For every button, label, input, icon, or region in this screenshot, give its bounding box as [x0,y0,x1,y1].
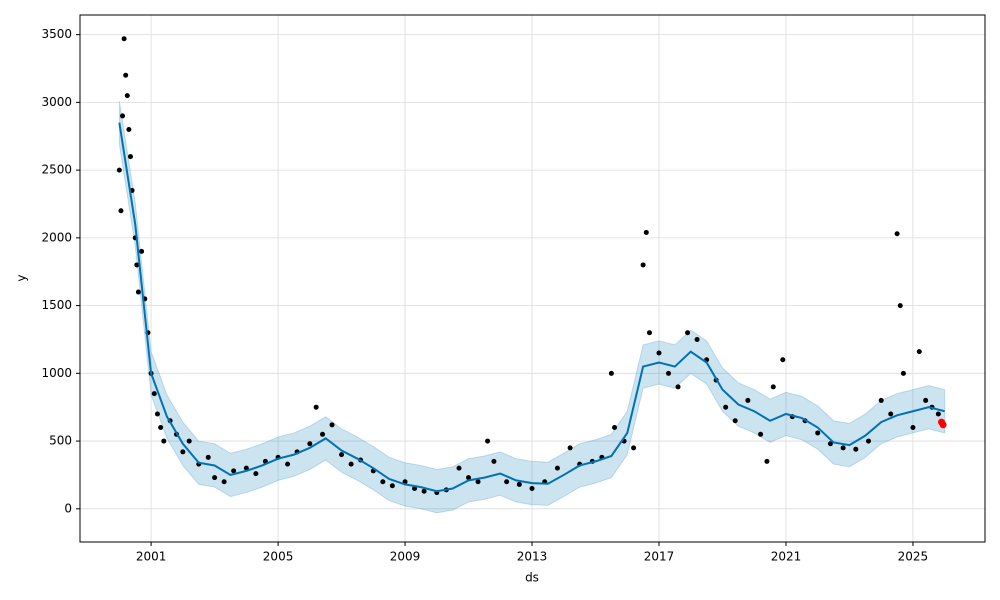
x-tick-label: 2025 [898,550,929,564]
observation [339,452,345,458]
observation [894,231,900,237]
observation [121,36,127,42]
observation [421,488,427,494]
observation [567,445,573,451]
observation [640,262,646,268]
uncertainty-band [118,100,946,514]
x-axis-label: ds [525,571,539,585]
y-tick-label: 1000 [41,366,72,380]
observation [221,479,227,485]
observation [504,479,510,485]
observation [134,262,140,268]
observation [180,449,186,455]
observation [764,458,770,464]
x-tick-label: 2017 [644,550,675,564]
observation [186,438,192,444]
observation [123,72,129,78]
observation [285,461,291,467]
observation [815,430,821,436]
x-tick-label: 2005 [263,550,294,564]
y-tick-label: 3500 [41,27,72,41]
observation [866,438,872,444]
x-tick-label: 2001 [136,550,167,564]
observation [456,465,462,471]
observation [127,154,133,160]
y-axis-label: y [15,274,29,281]
observation [916,349,922,355]
observation [608,370,614,376]
observation [158,425,164,431]
observation [745,397,751,403]
y-tick-label: 2000 [41,230,72,244]
observation [320,431,326,437]
y-tick-label: 3000 [41,95,72,109]
y-tick-label: 0 [64,501,72,515]
observation [554,465,560,471]
observation [827,441,833,447]
observation [516,481,522,487]
observation [888,411,894,417]
observation [389,483,395,489]
observation [466,475,472,481]
observation [853,446,859,452]
observation [475,479,481,485]
observation [529,485,535,491]
observation [910,425,916,431]
observation [126,126,132,132]
highlight-point [939,421,947,429]
y-tick-label: 1500 [41,298,72,312]
plot-frame [79,14,986,543]
observation [116,167,122,173]
observation [231,468,237,474]
observation [878,397,884,403]
observation [253,471,259,477]
observation [120,113,126,119]
y-tick-label: 500 [49,434,72,448]
observation [212,475,218,481]
observation [313,404,319,410]
observation [118,208,124,214]
observation [135,289,141,295]
observation [900,370,906,376]
observation [935,411,941,417]
observation [723,404,729,410]
y-tick-label: 2500 [41,163,72,177]
observation [923,397,929,403]
observation [124,93,130,99]
observation [205,454,211,460]
observation [770,384,776,390]
x-tick-label: 2021 [771,550,802,564]
observation [485,438,491,444]
observation [491,458,497,464]
observation [154,411,160,417]
observation [612,425,618,431]
observation [151,391,157,397]
observation [631,445,637,451]
observation [656,350,662,356]
forecast-line [118,122,945,493]
x-tick-label: 2013 [517,550,548,564]
observation [897,303,903,309]
observation [329,422,335,428]
observation [139,248,145,254]
observation [380,479,386,485]
observation [646,330,652,336]
x-tick-label: 2009 [390,550,421,564]
observation [307,441,313,447]
observation [666,370,672,376]
observation [694,336,700,342]
observation [643,229,649,235]
observation [758,431,764,437]
observation [732,418,738,424]
observation [840,445,846,451]
observation [348,461,354,467]
observation [161,438,167,444]
observation [675,384,681,390]
observation [780,357,786,363]
observation [685,330,691,336]
